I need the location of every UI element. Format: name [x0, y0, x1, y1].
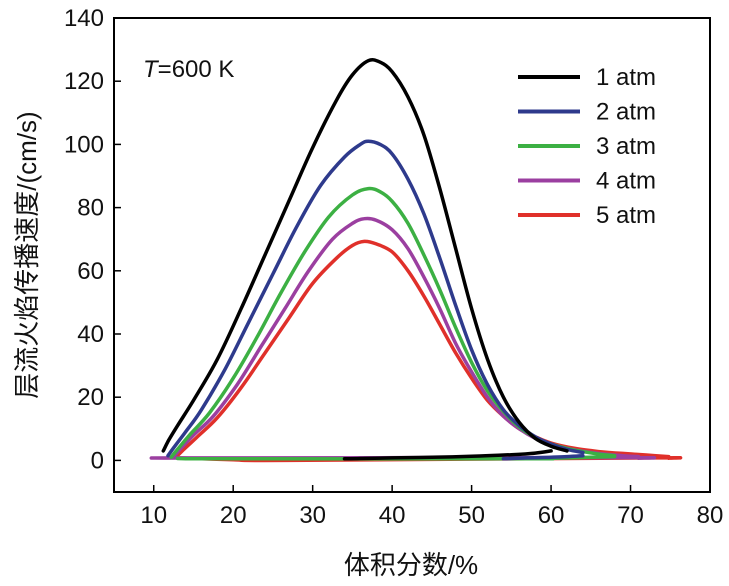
y-axis-title: 层流火焰传播速度/(cm/s) [12, 111, 42, 398]
y-tick-label: 140 [64, 5, 104, 32]
annotation-variable: T [143, 56, 160, 83]
x-tick-label: 70 [617, 502, 644, 529]
legend-label: 5 atm [596, 202, 656, 229]
x-tick-label: 50 [458, 502, 485, 529]
series-lower-1-atm [342, 449, 553, 461]
x-axis-title: 体积分数/% [344, 550, 478, 580]
x-tick-label: 30 [299, 502, 326, 529]
tick-layer: 10 20 30 40 50 60 70 80 0 20 40 60 80 100 120 140 [64, 5, 723, 529]
legend: 1 atm 2 atm 3 atm 4 atm 5 atm [518, 64, 656, 229]
plot-frame [113, 17, 711, 493]
y-tick-label: 40 [77, 321, 104, 348]
temperature-annotation: T=600 K [143, 56, 234, 83]
y-tick-label: 0 [91, 447, 104, 474]
y-tick-label: 100 [64, 131, 104, 158]
x-tick-label: 40 [379, 502, 406, 529]
y-tick-label: 80 [77, 195, 104, 222]
x-tick-label: 10 [140, 502, 167, 529]
series-upper-4-atm [171, 216, 641, 459]
series-upper-2-atm [166, 139, 585, 458]
x-tick-label: 80 [697, 502, 724, 529]
annotation-value: =600 K [158, 56, 235, 83]
legend-label: 3 atm [596, 133, 656, 160]
y-tick-label: 120 [64, 68, 104, 95]
x-tick-label: 20 [220, 502, 247, 529]
series-upper-1-atm [161, 58, 569, 453]
legend-label: 1 atm [596, 64, 656, 91]
series-lower-2-atm [501, 453, 585, 461]
legend-label: 4 atm [596, 168, 656, 195]
x-tick-label: 60 [538, 502, 565, 529]
legend-label: 2 atm [596, 99, 656, 126]
y-tick-label: 60 [77, 258, 104, 285]
series-layer [149, 58, 683, 463]
y-tick-label: 20 [77, 384, 104, 411]
